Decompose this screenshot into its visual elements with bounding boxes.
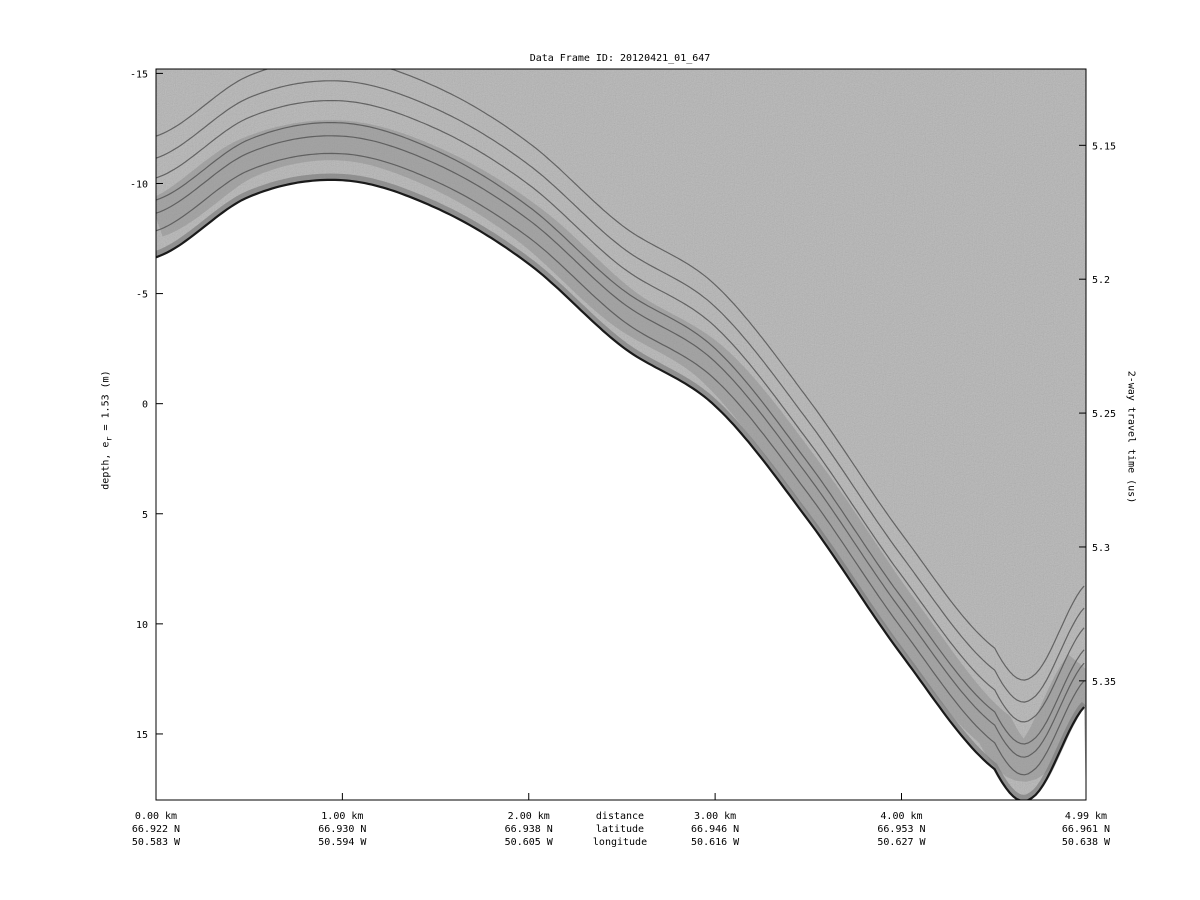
- x-tick-label-distance: 0.00 km: [135, 811, 177, 822]
- y2-tick-label: 5.3: [1092, 543, 1110, 554]
- x-tick-label-longitude: 50.605 W: [505, 837, 554, 848]
- y2-axis-label: 2-way travel time (us): [1125, 370, 1137, 504]
- y-tick-label: -15: [130, 69, 148, 80]
- x-tick-label-longitude: 50.616 W: [691, 837, 740, 848]
- x-axis-label-longitude: longitude: [593, 837, 647, 848]
- x-tick-label-distance: 4.00 km: [880, 811, 922, 822]
- y-tick-label: -5: [136, 290, 148, 301]
- plot-frame: [155, 68, 1087, 801]
- y-axis-label-tail: = 1.53 (m): [100, 370, 112, 437]
- internal-layer-4: [156, 100, 1085, 723]
- y-axis-label: depth, er = 1.53 (m): [101, 370, 114, 489]
- below-surface-region: [156, 179, 1086, 800]
- x-tick-label-latitude: 66.946 N: [691, 824, 739, 835]
- x-axis-label-distance: distance: [596, 811, 644, 822]
- y2-tick-label: 5.2: [1092, 275, 1110, 286]
- y-tick-label: 5: [142, 510, 148, 521]
- x-tick-label-latitude: 66.953 N: [877, 824, 925, 835]
- y-axis-label-main: depth, e: [100, 441, 112, 490]
- x-tick-label-distance: 1.00 km: [321, 811, 363, 822]
- y-axis-label-sub: r: [103, 436, 114, 442]
- x-axis-label-latitude: latitude: [596, 824, 644, 835]
- internal-layer-5: [156, 80, 1085, 703]
- x-tick-label-distance: 4.99 km: [1065, 811, 1107, 822]
- x-tick-label-distance: 2.00 km: [508, 811, 550, 822]
- x-tick-label-latitude: 66.938 N: [505, 824, 553, 835]
- x-tick-label-longitude: 50.583 W: [132, 837, 181, 848]
- x-tick-label-latitude: 66.961 N: [1062, 824, 1110, 835]
- x-tick-label-distance: 3.00 km: [694, 811, 736, 822]
- internal-layer-2: [156, 135, 1085, 758]
- y-tick-label: -10: [130, 179, 148, 190]
- surface-line: [156, 178, 1085, 800]
- y2-tick-label: 5.25: [1092, 409, 1116, 420]
- y2-tick-label: 5.15: [1092, 141, 1116, 152]
- chart-title: Data Frame ID: 20120421_01_647: [529, 53, 711, 64]
- y-tick-label: 0: [142, 400, 148, 411]
- internal-layer-3: [156, 122, 1085, 745]
- near-surface-band: [156, 120, 1086, 782]
- x-tick-label-longitude: 50.627 W: [877, 837, 926, 848]
- internal-layer-1: [156, 152, 1085, 776]
- internal-layer-6: [156, 69, 1085, 681]
- x-tick-label-latitude: 66.930 N: [318, 824, 366, 835]
- x-tick-label-longitude: 50.594 W: [318, 837, 367, 848]
- y-tick-label: 10: [136, 620, 148, 631]
- x-tick-label-longitude: 50.638 W: [1062, 837, 1111, 848]
- y2-tick-label: 5.35: [1092, 677, 1116, 688]
- x-tick-label-latitude: 66.922 N: [132, 824, 180, 835]
- surface-halo: [156, 173, 1086, 800]
- y-tick-label: 15: [136, 730, 148, 741]
